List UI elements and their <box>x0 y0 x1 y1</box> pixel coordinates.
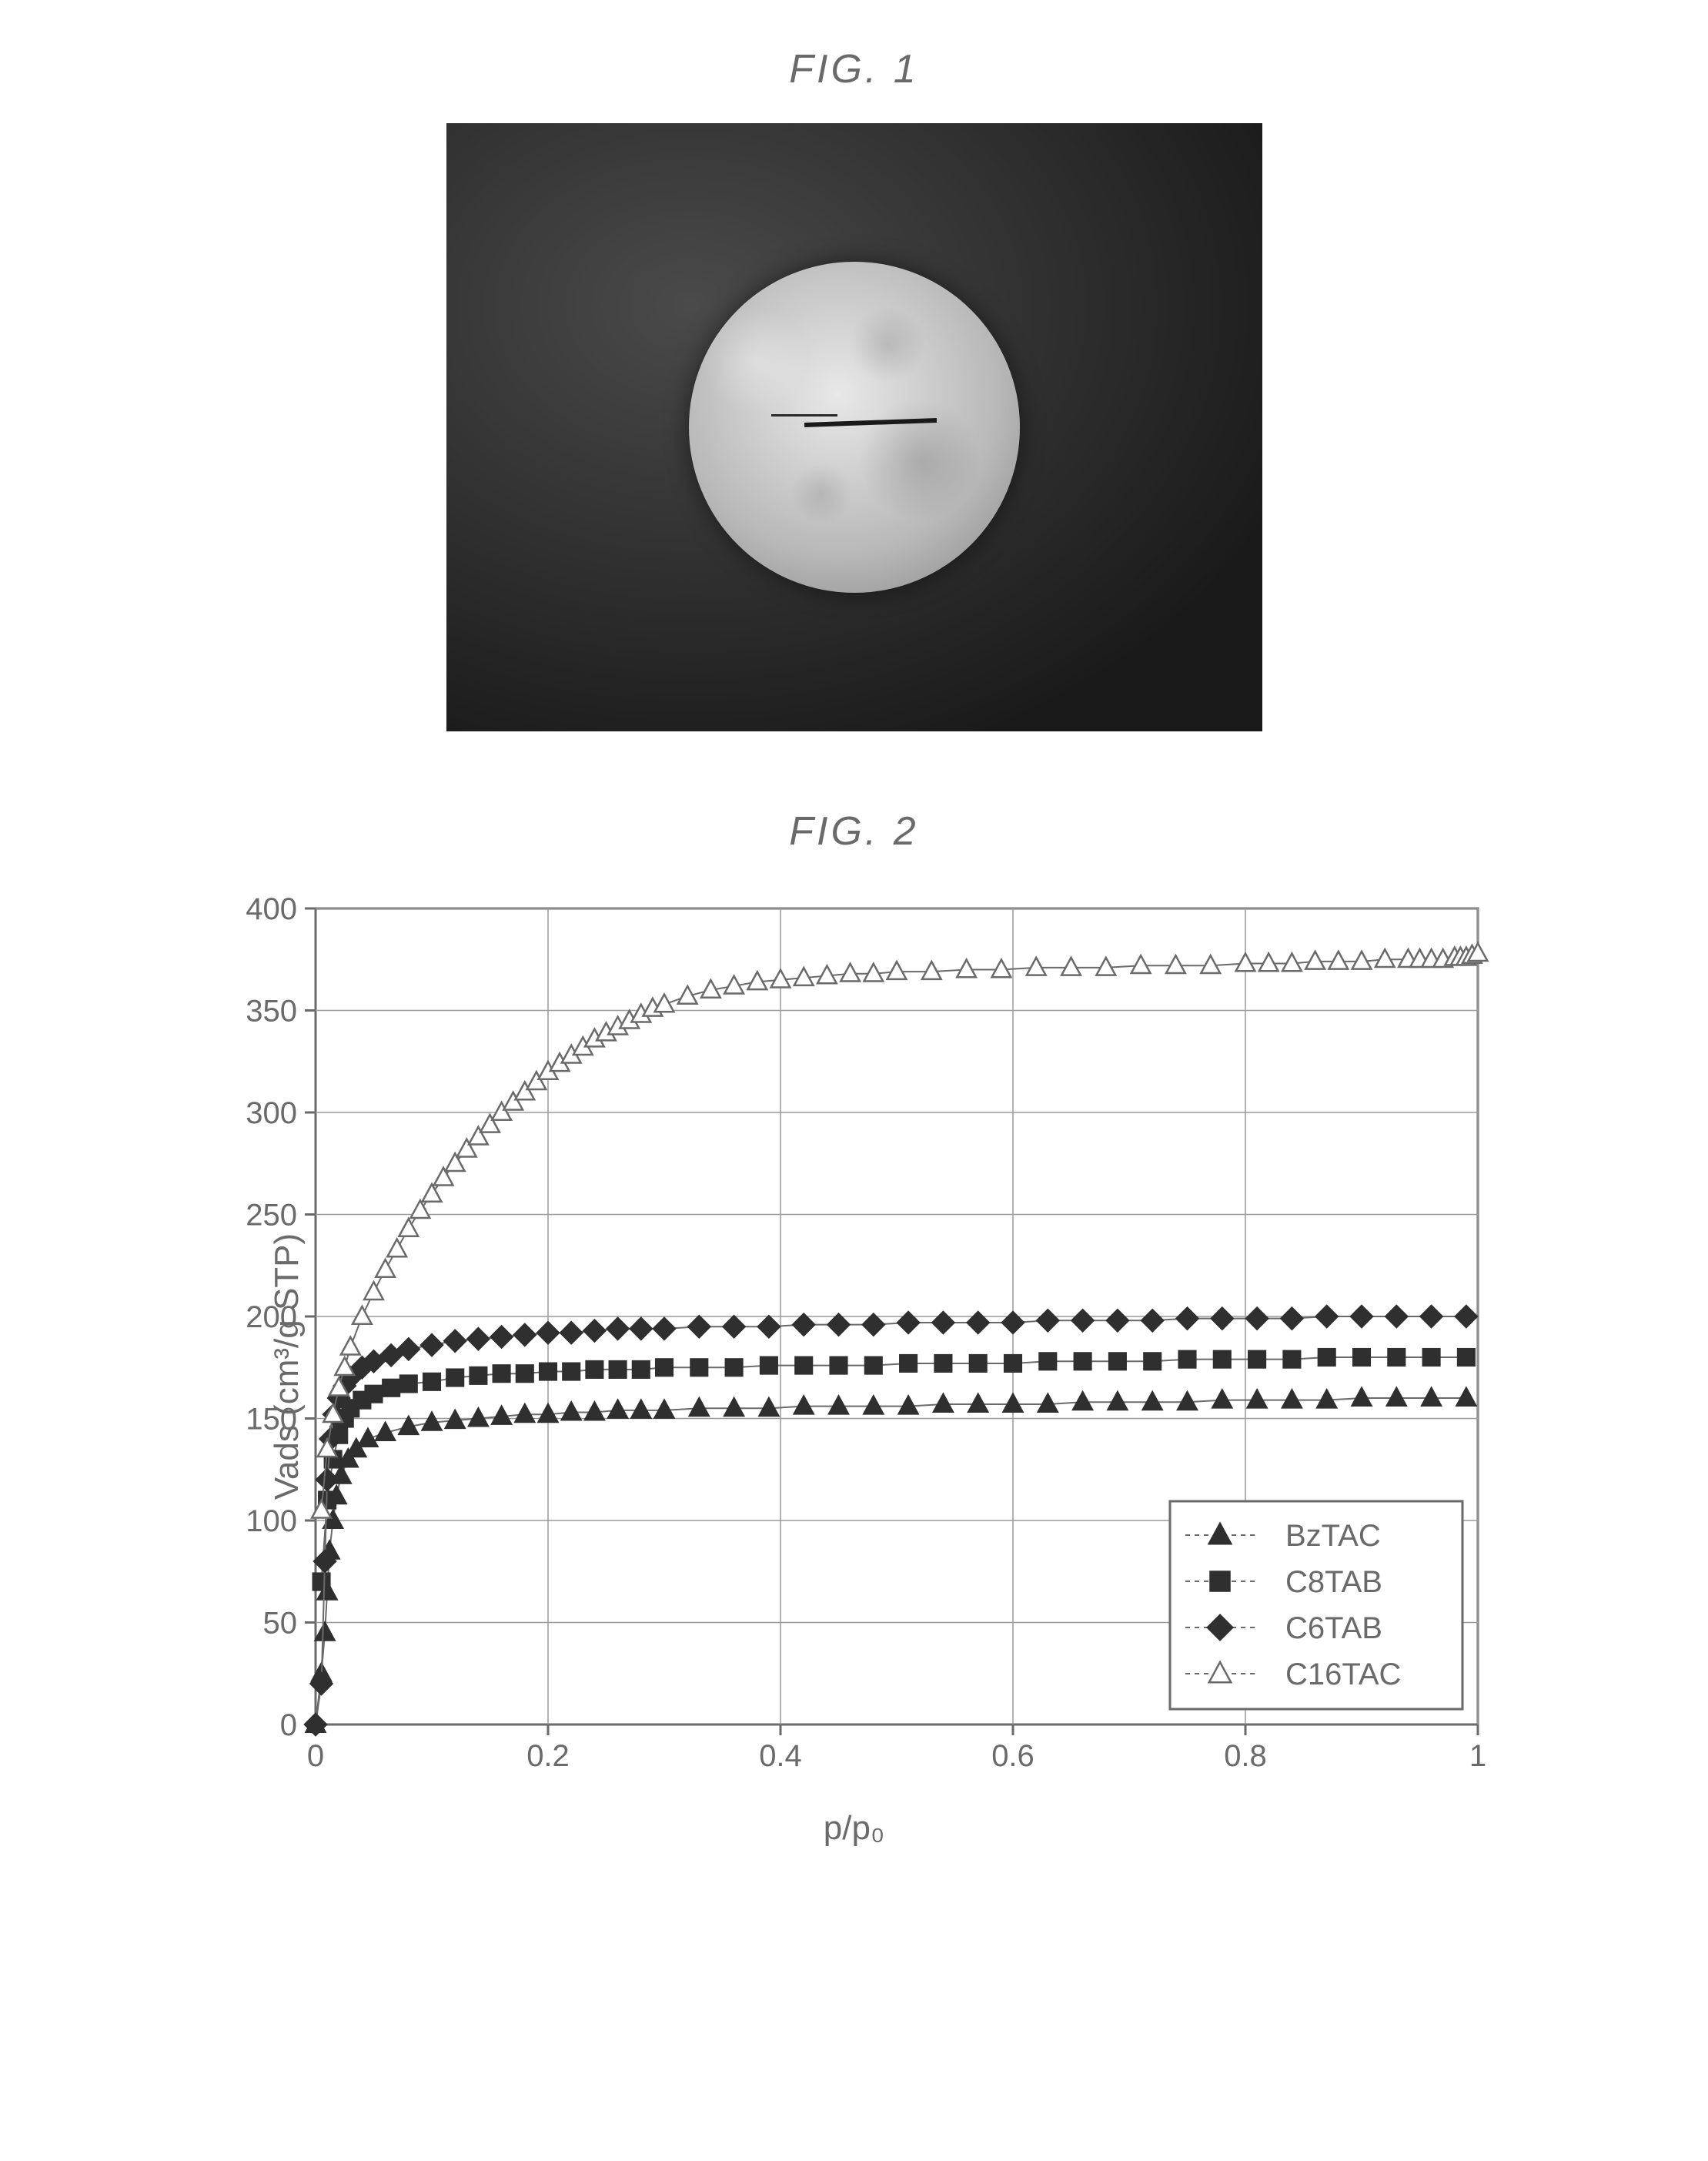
svg-text:0: 0 <box>306 1739 323 1773</box>
chart-area: 05010015020025030035040000.20.40.60.81Bz… <box>200 885 1509 1794</box>
figure-2-title: FIG. 2 <box>789 808 918 855</box>
series-C16TAC <box>312 943 1487 1517</box>
svg-text:0.4: 0.4 <box>759 1739 802 1773</box>
svg-text:C8TAB: C8TAB <box>1285 1565 1382 1599</box>
svg-text:0: 0 <box>279 1708 296 1742</box>
svg-text:300: 300 <box>246 1096 297 1130</box>
svg-text:200: 200 <box>246 1300 297 1334</box>
sphere-sample <box>689 262 1020 593</box>
svg-text:C16TAC: C16TAC <box>1285 1658 1401 1691</box>
svg-text:400: 400 <box>246 892 297 926</box>
figure-1-container: FIG. 1 <box>92 46 1616 731</box>
svg-text:0.6: 0.6 <box>991 1739 1034 1773</box>
chart-svg: 05010015020025030035040000.20.40.60.81Bz… <box>200 885 1509 1794</box>
svg-text:BzTAC: BzTAC <box>1285 1519 1381 1553</box>
chart-wrapper: Vads (cm³/g STP) 05010015020025030035040… <box>200 885 1509 1848</box>
svg-text:0.8: 0.8 <box>1224 1739 1267 1773</box>
svg-text:0.2: 0.2 <box>526 1739 570 1773</box>
svg-text:250: 250 <box>246 1199 297 1233</box>
figure-2-container: FIG. 2 Vads (cm³/g STP) 0501001502002503… <box>92 808 1616 1848</box>
sphere-texture <box>689 262 1020 593</box>
svg-text:1: 1 <box>1469 1739 1486 1773</box>
figure-1-photo <box>446 123 1262 731</box>
sphere-crack-minor <box>771 414 837 416</box>
figure-1-title: FIG. 1 <box>789 46 918 92</box>
legend: BzTAC C8TAB C6TAB C16TAC <box>1170 1501 1462 1709</box>
svg-text:100: 100 <box>246 1504 297 1538</box>
svg-text:C6TAB: C6TAB <box>1285 1611 1382 1645</box>
svg-text:50: 50 <box>262 1607 297 1641</box>
svg-text:350: 350 <box>246 995 297 1029</box>
x-axis-label: p/p₀ <box>200 1809 1509 1848</box>
svg-text:150: 150 <box>246 1403 297 1437</box>
